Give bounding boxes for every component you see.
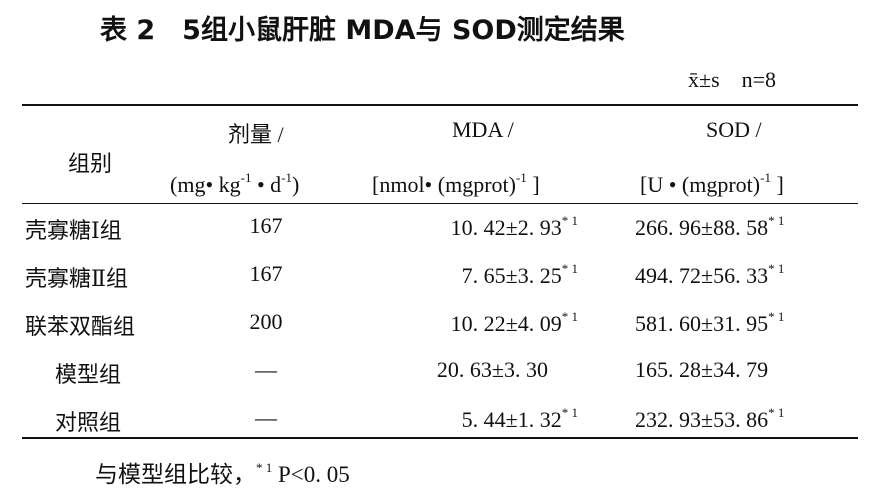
sod-value: 266. 96±88. 58 [635,215,769,240]
header-dose-unit: (mg• kg-1 • d-1) [170,170,299,198]
mda-cell: 10. 22±4. 09* 1 [451,309,578,337]
superscript: -1 [240,170,252,185]
header-rule [22,203,858,204]
group-cell: 壳寡糖Ⅰ组 [25,218,122,243]
sod-cell: 581. 60±31. 95* 1 [635,309,784,337]
sod-cell: 266. 96±88. 58* 1 [635,213,784,241]
unit-text: ] [770,172,784,197]
mda-mark: * 1 [561,213,578,228]
dose-cell: — [255,405,277,430]
sod-mark: * 1 [768,261,785,276]
sod-value: 581. 60±31. 95 [635,311,769,336]
sod-mark: * 1 [768,213,785,228]
unit-text: [nmol• (mgprot) [372,172,516,197]
bottom-rule [22,437,858,439]
group-cell: 联苯双酯组 [25,314,136,339]
mda-mark: * 1 [561,309,578,324]
sod-cell: 165. 28±34. 79 [635,357,768,383]
sod-cell: 232. 93±53. 86* 1 [635,405,784,433]
group-cell: 模型组 [55,362,122,387]
mda-mark: * 1 [561,261,578,276]
header-group: 组别 [68,151,113,176]
superscript: -1 [760,170,771,185]
group-cell: 壳寡糖Ⅱ组 [25,266,128,291]
mda-value: 7. 65±3. 25 [461,263,562,288]
unit-text: ] [526,172,540,197]
sod-mark: * 1 [768,405,785,420]
superscript: * 1 [256,460,273,475]
unit-text: ) [292,172,300,197]
dose-cell: 167 [249,213,283,238]
mda-cell: 10. 42±2. 93* 1 [451,213,578,241]
superscript: -1 [515,170,527,185]
header-dose: 剂量 / [228,122,284,147]
sod-value: 165. 28±34. 79 [635,357,769,382]
superscript: -1 [281,170,293,185]
dose-cell: — [255,357,277,382]
table-title: 表 2 5组小鼠肝脏 MDA与 SOD测定结果 [100,15,625,46]
mda-value: 10. 42±2. 93 [450,215,562,240]
unit-text: (mg• kg [170,172,241,197]
mda-cell: 20. 63±3. 30 [437,357,548,383]
header-sod: SOD / [706,117,762,142]
header-sod-unit: [U • (mgprot)-1 ] [640,170,784,198]
sod-cell: 494. 72±56. 33* 1 [635,261,784,289]
header-mda-unit: [nmol• (mgprot)-1 ] [372,170,540,198]
mda-value: 20. 63±3. 30 [436,357,548,382]
sod-value: 494. 72±56. 33 [635,263,769,288]
mda-cell: 5. 44±1. 32* 1 [462,405,578,433]
header-mda: MDA / [452,117,514,142]
footnote: 与模型组比较，* 1 P<0. 05 [95,455,350,489]
dose-cell: 167 [249,261,283,286]
group-cell: 对照组 [55,410,122,435]
top-rule [22,104,858,106]
mda-cell: 7. 65±3. 25* 1 [462,261,578,289]
sod-value: 232. 93±53. 86 [635,407,769,432]
unit-text: • d [251,172,282,197]
unit-text: P<0. 05 [272,462,350,487]
unit-text: [U • (mgprot) [640,172,761,197]
sod-mark: * 1 [768,309,785,324]
unit-text: 与模型组比较， [95,462,256,487]
mda-value: 5. 44±1. 32 [461,407,562,432]
stat-note: x̄±s n=8 [688,67,777,92]
dose-cell: 200 [249,309,283,334]
mda-value: 10. 22±4. 09 [450,311,562,336]
mda-mark: * 1 [561,405,578,420]
